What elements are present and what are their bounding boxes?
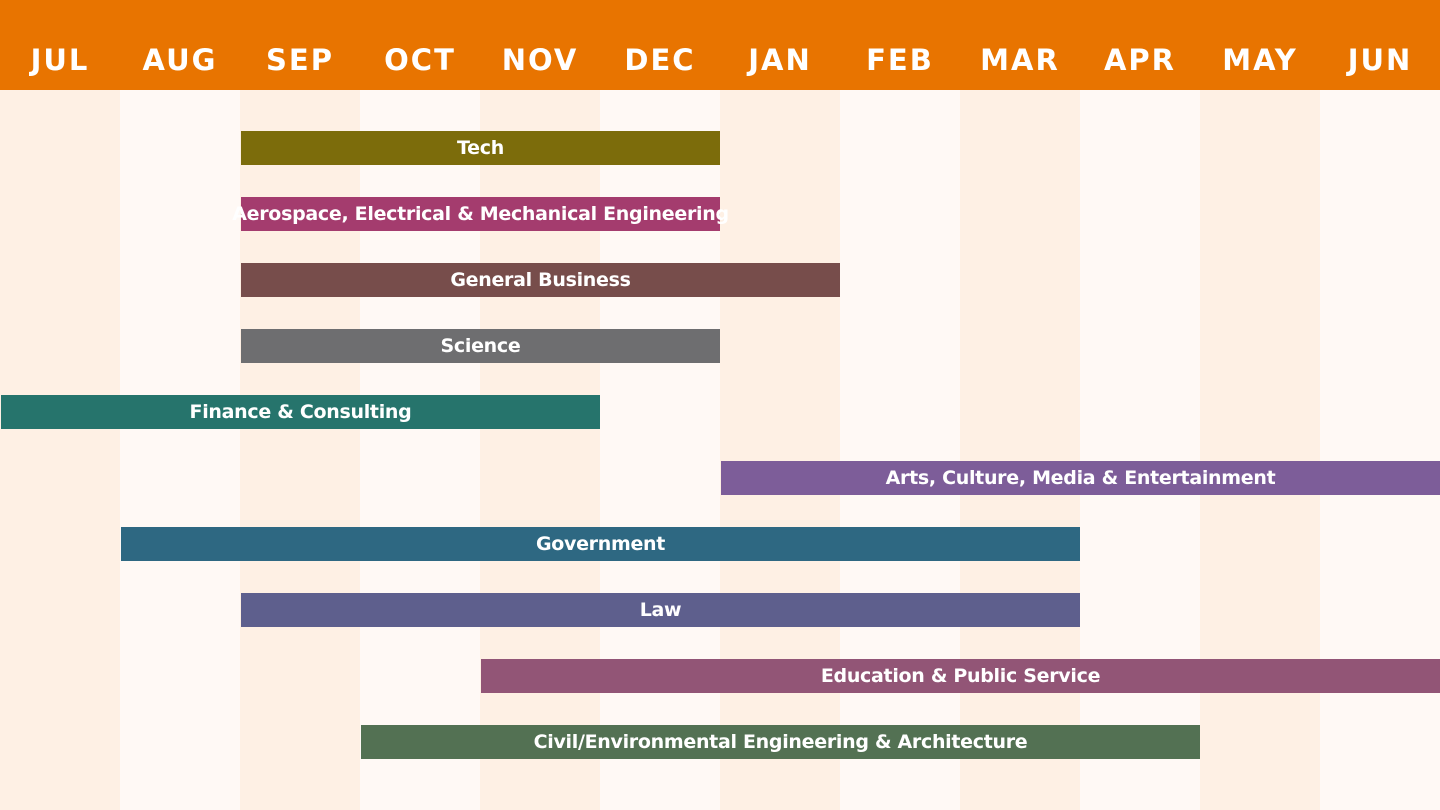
month-label-aug: AUG	[142, 43, 218, 77]
bar-label: Aerospace, Electrical & Mechanical Engin…	[232, 203, 729, 225]
bar-aerospace-electrical-mechanical-engineering: Aerospace, Electrical & Mechanical Engin…	[232, 197, 729, 231]
bar-label: Education & Public Service	[820, 665, 1101, 687]
month-label-apr: APR	[1103, 43, 1177, 77]
month-label-may: MAY	[1222, 43, 1298, 77]
bar-finance-consulting: Finance & Consulting	[1, 395, 600, 429]
month-column-jul	[0, 90, 120, 810]
month-header: JUL AUG SEP OCT NOV DEC JAN FEB MAR APR MAY JUN	[0, 0, 1440, 90]
bar-label: Science	[440, 335, 521, 357]
month-column-aug	[120, 90, 240, 810]
month-label-dec: DEC	[624, 43, 696, 77]
bar-education-public-service: Education & Public Service	[481, 659, 1440, 693]
month-label-feb: FEB	[866, 43, 934, 77]
bar-arts-culture-media-entertainment: Arts, Culture, Media & Entertainment	[721, 461, 1440, 495]
bar-label: Law	[639, 599, 682, 621]
bar-civil-environmental-engineering-architecture: Civil/Environmental Engineering & Archit…	[361, 725, 1200, 759]
month-label-nov: NOV	[501, 43, 579, 77]
bar-label: Government	[535, 533, 666, 555]
bar-law: Law	[241, 593, 1080, 627]
month-label-jan: JAN	[748, 43, 812, 77]
month-label-oct: OCT	[384, 43, 456, 77]
bar-tech: Tech	[241, 131, 720, 165]
bar-label: Finance & Consulting	[189, 401, 412, 423]
month-label-jul: JUL	[30, 43, 90, 77]
bar-science: Science	[241, 329, 720, 363]
month-label-sep: SEP	[266, 43, 334, 77]
bar-label: Arts, Culture, Media & Entertainment	[885, 467, 1276, 489]
bar-government: Government	[121, 527, 1080, 561]
month-label-jun: JUN	[1347, 43, 1413, 77]
bar-label: Tech	[457, 137, 504, 159]
month-label-mar: MAR	[980, 43, 1060, 77]
bar-label: Civil/Environmental Engineering & Archit…	[533, 731, 1028, 753]
bar-general-business: General Business	[241, 263, 840, 297]
bar-label: General Business	[450, 269, 631, 291]
